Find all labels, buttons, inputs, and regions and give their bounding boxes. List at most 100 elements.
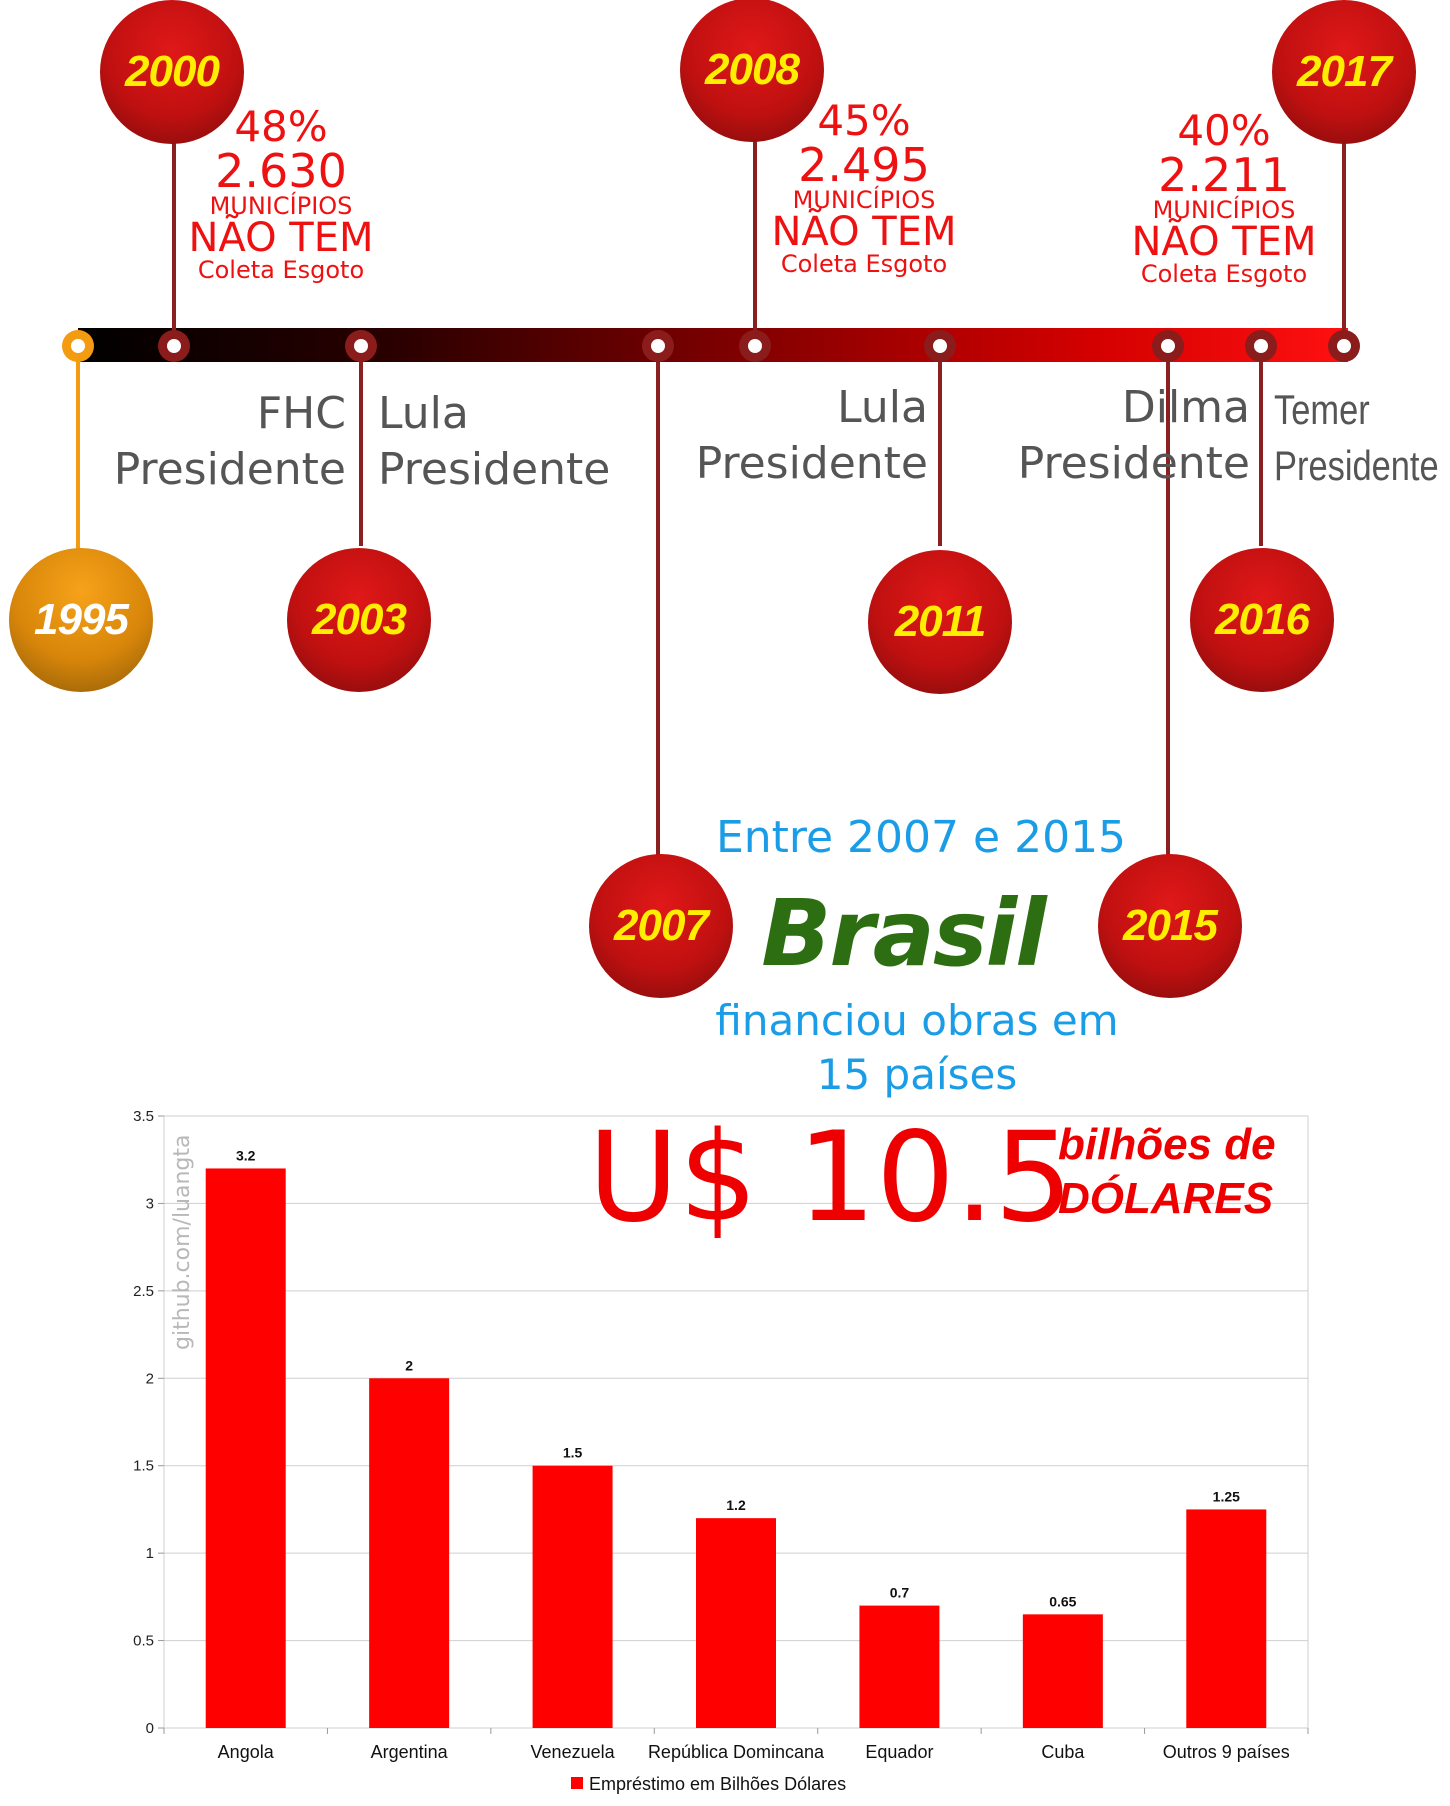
stat-coleta: Coleta Esgoto (1140, 260, 1308, 288)
timeline-dot-2011 (924, 330, 956, 362)
timeline-dot-2015 (1152, 330, 1184, 362)
year-label: 1995 (34, 595, 129, 644)
stat-nao-tem: NÃO TEM (188, 215, 374, 261)
data-label: 0.65 (1049, 1593, 1076, 1609)
stat-2017: 40% 2.211 MUNICÍPIOS NÃO TEM Coleta Esgo… (1104, 106, 1344, 288)
data-label: 1.5 (563, 1445, 583, 1461)
stat-municipios: MUNICÍPIOS (1152, 196, 1296, 224)
president-name: Lula (837, 382, 928, 433)
stat-count: 2.630 (215, 144, 347, 198)
president-lula-2003: Lula Presidente (378, 386, 610, 498)
y-tick-label: 2.5 (133, 1283, 154, 1300)
timeline-dot-2007 (642, 330, 674, 362)
x-tick-label: Outros 9 países (1163, 1742, 1290, 1762)
headline-line3: 15 países (816, 1050, 1018, 1099)
year-circle-2011: 2011 (868, 550, 1012, 694)
x-tick-label: Venezuela (531, 1742, 616, 1762)
timeline-dot-2003 (345, 330, 377, 362)
stem-2007 (656, 346, 660, 856)
stem-2003 (359, 346, 363, 546)
legend-label: Empréstimo em Bilhões Dólares (589, 1774, 846, 1794)
year-circle-2017: 2017 (1272, 0, 1416, 144)
year-circle-2007: 2007 (589, 854, 733, 998)
x-tick-label: Argentina (371, 1742, 449, 1762)
stat-percent: 48% (234, 102, 328, 151)
stat-count: 2.495 (798, 138, 930, 192)
timeline-bar (78, 328, 1348, 362)
president-title: Presidente (378, 444, 611, 495)
year-circle-1995: 1995 (9, 548, 153, 692)
president-name: FHC (256, 388, 346, 439)
year-label: 2008 (705, 45, 800, 94)
watermark: github.com/luangta (170, 1134, 195, 1351)
x-tick-label: Angola (218, 1742, 275, 1762)
stat-percent: 40% (1177, 106, 1271, 155)
year-label: 2011 (894, 597, 987, 646)
president-title: Presidente (695, 438, 928, 489)
president-title: Presidente (113, 444, 346, 495)
data-label: 1.25 (1213, 1488, 1240, 1504)
bar-equador (859, 1605, 940, 1728)
year-circle-2015: 2015 (1098, 854, 1242, 998)
bar-angola (205, 1168, 286, 1728)
president-dilma: Dilma Presidente (1018, 380, 1250, 492)
bar-rep-blica-domincana (696, 1518, 776, 1728)
year-label: 2016 (1215, 595, 1310, 644)
y-tick-label: 1.5 (133, 1458, 154, 1475)
data-label: 1.2 (726, 1497, 746, 1513)
president-title: Presidente (1274, 442, 1439, 489)
stat-coleta: Coleta Esgoto (780, 250, 948, 278)
y-tick-label: 2 (146, 1370, 154, 1387)
year-circle-2003: 2003 (287, 548, 431, 692)
amount-unit-line1: bilhões de (1058, 1120, 1276, 1169)
year-label: 2007 (614, 901, 709, 950)
stem-2015 (1166, 346, 1170, 856)
stat-2008: 45% 2.495 MUNICÍPIOS NÃO TEM Coleta Esgo… (744, 96, 984, 278)
year-label: 2003 (312, 595, 407, 644)
stem-2011 (938, 346, 942, 546)
bar-argentina (369, 1378, 450, 1728)
y-tick-label: 1 (146, 1545, 154, 1562)
data-label: 0.7 (890, 1585, 910, 1601)
president-lula-2011: Lula Presidente (696, 380, 928, 492)
x-tick-label: Equador (865, 1742, 933, 1762)
stem-2000 (172, 140, 176, 346)
headline-line1: Entre 2007 e 2015 (715, 812, 1127, 863)
stat-percent: 45% (817, 96, 911, 145)
timeline-dot-2000 (158, 330, 190, 362)
year-circle-2016: 2016 (1190, 548, 1334, 692)
bar-chart: 0 0.5 1 1.5 2 2.5 3 3.5 3.2 Angola 2 Argentina 1.5 Ve… (133, 1108, 1309, 1794)
year-circle-2008: 2008 (680, 0, 824, 142)
president-fhc: FHC Presidente (114, 386, 346, 498)
timeline-dot-2017 (1328, 330, 1360, 362)
year-label: 2015 (1123, 901, 1218, 950)
stat-nao-tem: NÃO TEM (1131, 219, 1317, 265)
amount-unit-line2: DÓLARES (1058, 1174, 1274, 1223)
stat-count: 2.211 (1158, 148, 1290, 202)
bar-outros-9-pa-ses (1186, 1509, 1267, 1728)
president-name: Lula (378, 388, 469, 439)
stat-municipios: MUNICÍPIOS (792, 186, 936, 214)
stem-2017 (1342, 140, 1346, 346)
president-name: Dilma (1121, 382, 1250, 433)
year-circle-2000: 2000 (100, 0, 244, 144)
stat-2000: 48% 2.630 MUNICÍPIOS NÃO TEM Coleta Esgo… (161, 102, 401, 284)
timeline-dot-2008 (739, 330, 771, 362)
stat-municipios: MUNICÍPIOS (209, 192, 353, 220)
legend-swatch (571, 1777, 583, 1789)
x-tick-label: República Domincana (648, 1742, 825, 1762)
stem-2008 (753, 140, 757, 346)
x-tick-label: Cuba (1041, 1742, 1085, 1762)
data-label: 3.2 (236, 1147, 256, 1163)
timeline-dot-1995 (62, 330, 94, 362)
president-name: Temer (1274, 386, 1370, 433)
year-label: 2017 (1297, 47, 1392, 96)
bar-venezuela (532, 1465, 613, 1728)
year-label: 2000 (125, 47, 220, 96)
stat-coleta: Coleta Esgoto (197, 256, 365, 284)
president-title: Presidente (1017, 438, 1250, 489)
headline-country: Brasil (761, 880, 1046, 987)
y-tick-label: 0.5 (133, 1633, 154, 1650)
y-tick-label: 0 (146, 1720, 154, 1737)
stat-nao-tem: NÃO TEM (771, 209, 957, 255)
